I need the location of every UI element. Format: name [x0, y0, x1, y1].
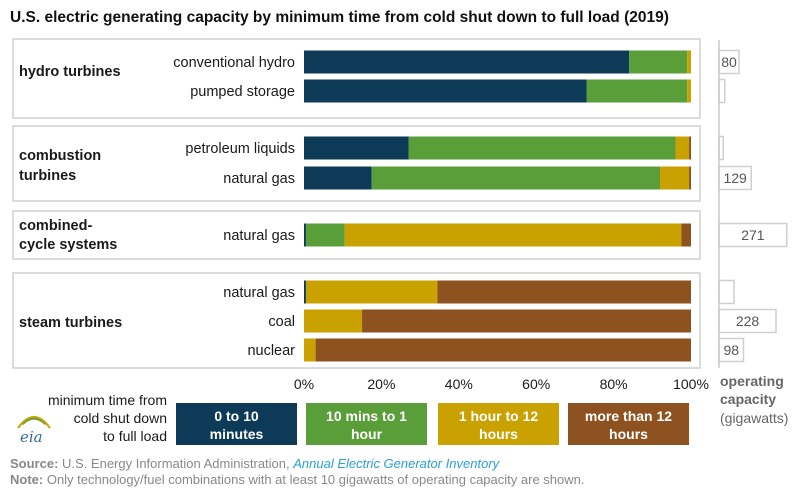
row-label: pumped storage [190, 84, 295, 100]
x-tick-label: 60% [522, 376, 550, 392]
legend-swatch [568, 403, 689, 445]
bar-segment [304, 338, 316, 362]
capacity-label: 80 [721, 54, 737, 70]
bar-segment [304, 166, 372, 190]
bar-segment [344, 223, 682, 247]
bar-segment [305, 223, 345, 247]
group-label: hydro turbines [19, 64, 121, 80]
capacity-bar [718, 279, 735, 305]
eia-logo-text: eia [20, 428, 43, 446]
bar-segment [304, 223, 306, 247]
row-label: nuclear [247, 343, 295, 359]
bar-segment [660, 166, 690, 190]
x-tick-label: 20% [367, 376, 395, 392]
bar-segment [362, 309, 691, 333]
source-link[interactable]: Annual Electric Generator Inventory [292, 456, 500, 471]
legend-title: minimum time from [48, 392, 167, 408]
bar-segment [304, 136, 409, 160]
bar-segment [675, 136, 690, 160]
legend-label: more than 12 hours [585, 408, 672, 442]
chart-title: U.S. electric generating capacity by min… [10, 9, 669, 26]
bar-segment [681, 223, 691, 247]
legend-swatch [438, 403, 559, 445]
bar-segment [305, 280, 438, 304]
capacity-label: 129 [723, 170, 747, 186]
capacity-label: 271 [741, 227, 765, 243]
legend-title: to full load [103, 428, 167, 444]
bar-segment [408, 136, 676, 160]
capacity-axis-unit: (gigawatts) [720, 410, 788, 426]
source-text: U.S. Energy Information Administration, [58, 456, 293, 471]
capacity-bar [718, 78, 726, 104]
bar-segment [304, 79, 587, 103]
capacity-label: 98 [723, 342, 739, 358]
bar-segment [689, 166, 691, 190]
group-label: combustion turbines [19, 148, 101, 184]
source-note: Source: U.S. Energy Information Administ… [10, 456, 501, 471]
bar-segment [371, 166, 661, 190]
bar-segment [315, 338, 691, 362]
bar-segment [687, 50, 691, 74]
capacity-axis-label: operating capacity [720, 373, 784, 407]
legend-label: 10 mins to 1 hour [326, 408, 407, 442]
bar-segment [304, 280, 306, 304]
capacity-label: 228 [736, 313, 760, 329]
legend-label: 0 to 10 minutes [210, 408, 264, 442]
row-label: natural gas [223, 171, 295, 187]
bar-segment [437, 280, 691, 304]
row-label: coal [268, 314, 295, 330]
legend-label: 1 hour to 12 hours [459, 408, 539, 442]
row-label: natural gas [223, 228, 295, 244]
bar-segment [304, 309, 363, 333]
eia-logo: eia [17, 416, 51, 446]
x-tick-label: 100% [673, 376, 709, 392]
bar-segment [689, 136, 691, 160]
row-label: natural gas [223, 285, 295, 301]
group-label: steam turbines [19, 315, 122, 331]
row-label: petroleum liquids [185, 141, 295, 157]
group-label: combined-cycle systems [19, 218, 117, 253]
footnote: Note: Only technology/fuel combinations … [10, 472, 584, 487]
legend-title: cold shut down [74, 410, 167, 426]
x-tick-label: 80% [600, 376, 628, 392]
bar-segment [629, 50, 688, 74]
x-tick-label: 40% [445, 376, 473, 392]
x-tick-label: 0% [294, 376, 314, 392]
bar-segment [586, 79, 688, 103]
note-text: Only technology/fuel combinations with a… [43, 472, 584, 487]
bar-segment [304, 50, 630, 74]
note-prefix: Note: [10, 472, 43, 487]
source-prefix: Source: [10, 456, 58, 471]
legend-swatch [306, 403, 427, 445]
legend-swatch [176, 403, 297, 445]
row-label: conventional hydro [173, 55, 295, 71]
bar-segment [687, 79, 691, 103]
